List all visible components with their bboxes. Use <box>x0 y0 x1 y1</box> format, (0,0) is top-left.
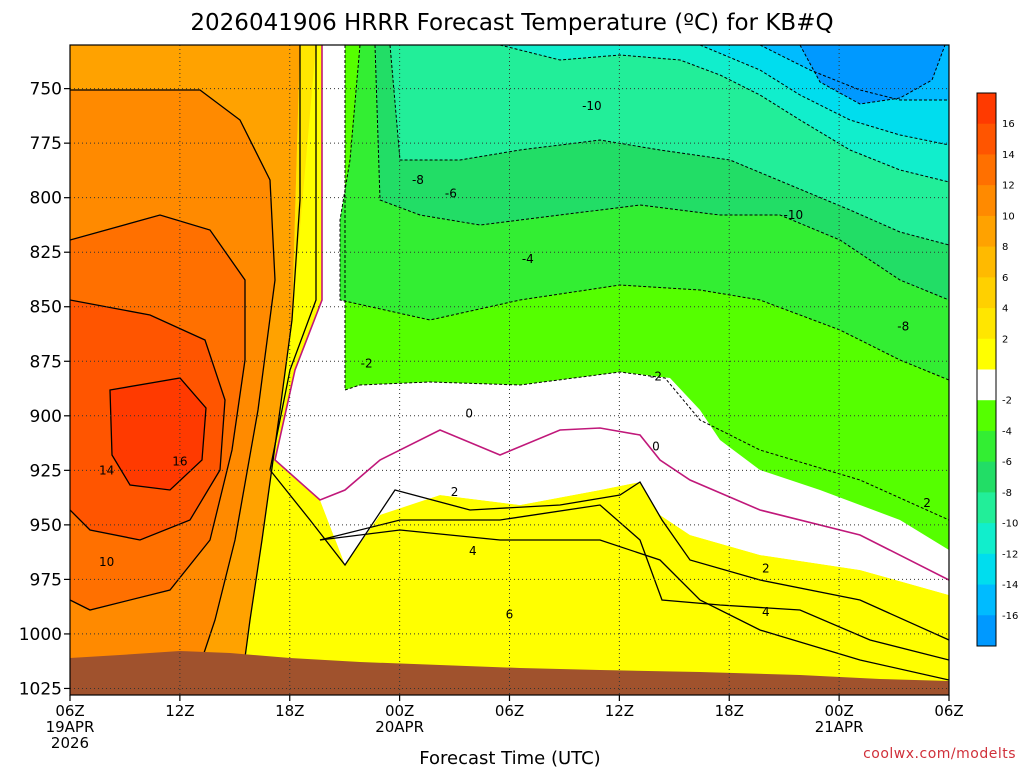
colorbar-label: -14 <box>1002 580 1018 591</box>
grid-lines <box>70 45 949 695</box>
x-axis-label: Forecast Time (UTC) <box>419 748 600 768</box>
colorbar-swatch <box>977 93 996 125</box>
colorbar-label: 16 <box>1002 119 1015 130</box>
y-axis: 750 775 800 825 850 875 900 925 950 975 1000 1025 <box>19 80 70 699</box>
x-tick-label: 06Z <box>934 702 963 720</box>
contour-label: -8 <box>412 173 424 187</box>
colorbar-swatch <box>977 277 996 309</box>
contour-label: 2 <box>451 485 459 499</box>
colorbar-frame <box>976 92 997 647</box>
region-0-2-yellow <box>240 45 949 695</box>
colorbar-label: -10 <box>1002 519 1018 530</box>
colorbar-swatch <box>977 123 996 155</box>
y-tick-label: 850 <box>30 298 62 318</box>
colorbar-swatch <box>977 584 996 616</box>
colorbar-label: -2 <box>1002 396 1012 407</box>
colorbar-label: 2 <box>1002 334 1008 345</box>
contour-label: -6 <box>445 186 457 200</box>
contour-labels: -10 -10 -8 -8 -6 -4 -2 -2 0 0 2 2 2 4 4 6 10 14 16 <box>99 99 931 621</box>
colorbar-label: 8 <box>1002 242 1008 253</box>
colorbar-swatch <box>977 215 996 248</box>
x-tick-label: 06Z <box>495 702 524 720</box>
contour-label: -10 <box>582 99 602 113</box>
region-below-neg16 <box>800 45 945 104</box>
colorbar-label: 12 <box>1002 181 1015 192</box>
y-tick-label: 1000 <box>19 625 62 645</box>
colorbar-label: -4 <box>1002 426 1012 437</box>
y-tick-label: 950 <box>30 516 62 536</box>
colorbar-label: -16 <box>1002 611 1018 622</box>
contour-label: 14 <box>99 463 114 477</box>
x-tick-label: 18Z <box>715 702 744 720</box>
contour-label: 2 <box>762 561 770 575</box>
colorbar-swatch <box>977 185 996 217</box>
x-tick-label: 12Z <box>605 702 634 720</box>
colorbar-swatch <box>977 553 996 586</box>
contour-label: 0 <box>465 407 473 421</box>
contour-label: 4 <box>762 605 770 619</box>
x-tick-label: 06Z <box>55 702 84 720</box>
x-tick-label: 19APR <box>46 718 95 736</box>
colorbar-swatch <box>977 308 996 340</box>
colorbar-swatch <box>977 246 996 278</box>
region-above-16 <box>110 378 206 490</box>
contour-label: 6 <box>506 607 514 621</box>
contour-label: 10 <box>99 555 114 569</box>
x-tick-label: 12Z <box>165 702 194 720</box>
y-tick-label: 775 <box>30 134 62 154</box>
y-tick-label: 975 <box>30 570 62 590</box>
x-tick-label: 21APR <box>815 718 864 736</box>
colorbar-label: 14 <box>1002 150 1015 161</box>
y-tick-label: 1025 <box>19 679 62 699</box>
colorbar-swatch <box>977 154 996 186</box>
chart-title: 2026041906 HRRR Forecast Temperature (ºC… <box>190 10 833 36</box>
colorbar-swatch <box>977 615 996 647</box>
contour-label: -4 <box>522 252 534 266</box>
colorbar-swatch <box>977 523 996 555</box>
x-tick-label: 00Z <box>824 702 853 720</box>
cold-contours <box>339 45 949 521</box>
x-tick-label: 18Z <box>275 702 304 720</box>
warm-contours <box>70 45 949 695</box>
colorbar-swatch <box>977 492 996 524</box>
colorbar-swatch <box>977 338 996 370</box>
x-tick-label: 20APR <box>375 718 424 736</box>
x-tick-label: 2026 <box>51 734 89 752</box>
colorbar: 16 14 12 10 8 6 4 2 -2 -4 -6 -8 -10 -12 -14 -16 <box>976 92 1018 647</box>
contour-label: 4 <box>469 544 477 558</box>
colorbar-swatch <box>977 400 996 432</box>
y-tick-label: 900 <box>30 407 62 427</box>
colorbar-label: -6 <box>1002 457 1012 468</box>
y-tick-label: 875 <box>30 352 62 372</box>
contour-label: -2 <box>361 356 373 370</box>
colorbar-label: 6 <box>1002 273 1008 284</box>
contour-label: 2 <box>923 496 931 510</box>
plot-area: -10 -10 -8 -8 -6 -4 -2 -2 0 0 2 2 2 4 4 6 10 14 16 <box>70 45 949 695</box>
contour-label: -2 <box>650 370 662 384</box>
colorbar-label: -8 <box>1002 488 1012 499</box>
colorbar-label: -12 <box>1002 549 1018 560</box>
contour-label: 0 <box>652 439 660 453</box>
colorbar-swatch <box>977 461 996 493</box>
x-tick-label: 00Z <box>385 702 414 720</box>
colorbar-swatch <box>977 430 996 463</box>
y-tick-label: 750 <box>30 80 62 100</box>
y-tick-label: 825 <box>30 243 62 263</box>
credit-text: coolwx.com/modelts <box>863 746 1016 762</box>
y-tick-label: 925 <box>30 461 62 481</box>
colorbar-label: 4 <box>1002 304 1008 315</box>
contour-label: 16 <box>172 455 187 469</box>
contour-label: -10 <box>784 208 804 222</box>
y-tick-label: 800 <box>30 189 62 209</box>
zero-contour <box>274 45 949 581</box>
contour-label: -8 <box>897 319 909 333</box>
colorbar-swatch <box>977 369 996 401</box>
colorbar-label: 10 <box>1002 211 1015 222</box>
